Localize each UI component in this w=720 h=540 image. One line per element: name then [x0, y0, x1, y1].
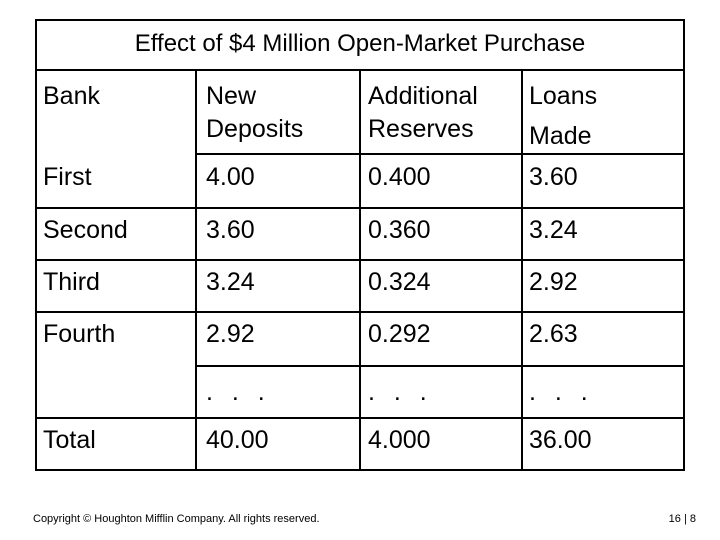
row-bank: Fourth	[43, 320, 116, 348]
row-loans: 3.24	[529, 216, 578, 244]
header-loans-made-line1: Loans	[529, 82, 598, 110]
page-number: 16 | 8	[668, 513, 696, 525]
row-reserves: 0.400	[368, 163, 431, 191]
row-deposits: 4.00	[206, 163, 255, 191]
row-bank: First	[43, 163, 92, 191]
total-deposits: 40.00	[206, 426, 269, 454]
row-deposits: 3.24	[206, 268, 255, 296]
row-loans: 3.60	[529, 163, 578, 191]
row-divider	[37, 311, 683, 313]
row-divider	[37, 417, 683, 419]
header-loans-made-line2: Made	[529, 122, 592, 150]
row-divider	[37, 207, 683, 209]
header-new-deposits-line1: New	[206, 82, 257, 110]
total-loans: 36.00	[529, 426, 592, 454]
table-title: Effect of $4 Million Open-Market Purchas…	[37, 21, 683, 71]
row-loans: 2.92	[529, 268, 578, 296]
total-reserves: 4.000	[368, 426, 431, 454]
header-additional-reserves-line2: Reserves	[368, 115, 474, 143]
column-divider	[195, 71, 197, 469]
copyright-notice: Copyright © Houghton Mifflin Company. Al…	[33, 513, 320, 525]
row-deposits: 2.92	[206, 320, 255, 348]
row-reserves-ellipsis: . . .	[368, 378, 433, 406]
row-divider	[197, 153, 683, 155]
row-bank: Second	[43, 216, 128, 244]
row-deposits-ellipsis: . . .	[206, 378, 271, 406]
row-divider	[37, 259, 683, 261]
row-bank: Third	[43, 268, 100, 296]
column-divider	[521, 71, 523, 469]
row-divider	[197, 365, 683, 367]
total-bank: Total	[43, 426, 96, 454]
row-loans-ellipsis: . . .	[529, 378, 594, 406]
header-additional-reserves-line1: Additional	[368, 82, 478, 110]
row-reserves: 0.292	[368, 320, 431, 348]
row-deposits: 3.60	[206, 216, 255, 244]
header-bank: Bank	[43, 82, 100, 110]
row-reserves: 0.324	[368, 268, 431, 296]
row-loans: 2.63	[529, 320, 578, 348]
header-new-deposits-line2: Deposits	[206, 115, 304, 143]
table-frame: Effect of $4 Million Open-Market Purchas…	[35, 19, 685, 471]
column-divider	[359, 71, 361, 469]
row-reserves: 0.360	[368, 216, 431, 244]
